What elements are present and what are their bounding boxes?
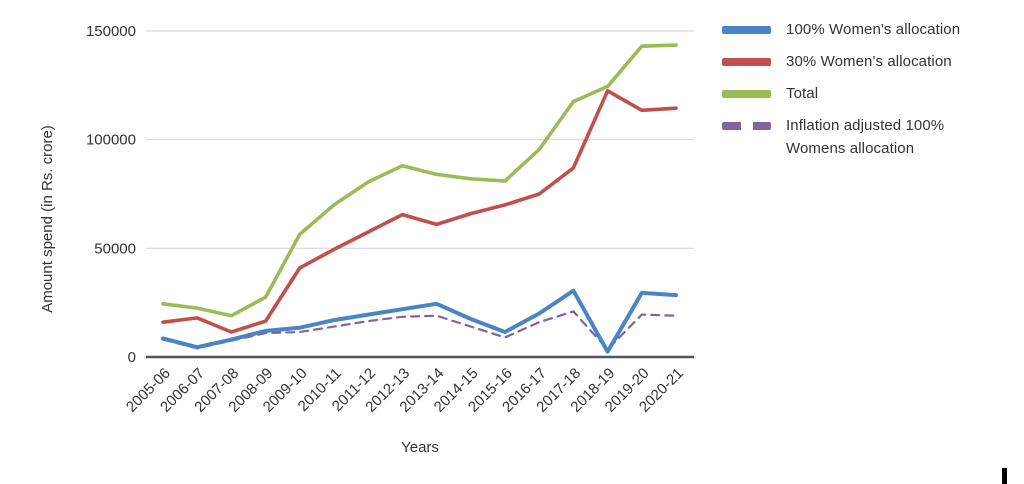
legend-item-30-womens-allocation: 30% Women's allocation (722, 50, 1012, 73)
legend-label: Inflation adjusted 100% Womens allocatio… (786, 117, 945, 157)
y-axis-title: Amount spend (in Rs. crore) (39, 125, 56, 313)
y-tick-label: 0 (128, 349, 136, 366)
y-tick-label: 50000 (94, 240, 136, 257)
legend-swatch-green (722, 90, 771, 98)
y-tick-label: 150000 (86, 23, 136, 40)
legend: 100% Women's allocation 30% Women's allo… (722, 18, 1012, 160)
legend-label: Total (786, 85, 819, 102)
legend-item-inflation-adjusted: Inflation adjusted 100% Womens allocatio… (722, 114, 1012, 160)
text-cursor-artifact (1002, 468, 1007, 484)
legend-item-total: Total (722, 82, 1012, 105)
series-line-30-womens-allocation (161, 89, 678, 334)
legend-swatch-red (722, 58, 771, 66)
y-tick-label: 100000 (86, 132, 136, 149)
x-axis-title: Years (401, 439, 439, 456)
series-line-100-womens-allocation (161, 288, 678, 354)
legend-swatch-purple-dashed (722, 122, 771, 130)
legend-swatch-blue (722, 26, 771, 34)
legend-item-100-womens-allocation: 100% Women's allocation (722, 18, 1012, 41)
legend-label: 100% Women's allocation (786, 21, 961, 38)
series-line-total (161, 43, 678, 318)
legend-label: 30% Women's allocation (786, 53, 952, 70)
